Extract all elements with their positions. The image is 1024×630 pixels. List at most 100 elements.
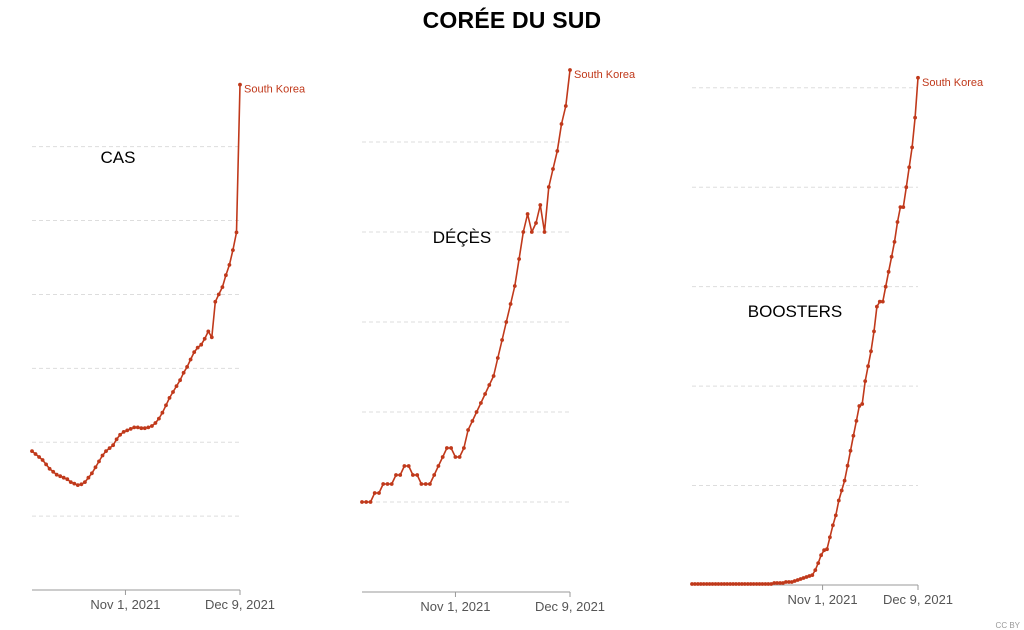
data-point-37 (160, 410, 165, 415)
data-point-45 (188, 357, 193, 362)
data-point-20 (445, 446, 449, 450)
data-point-57 (857, 404, 862, 408)
data-point-59 (863, 379, 868, 383)
data-point-23 (757, 582, 762, 586)
series-label: South Korea (574, 69, 636, 81)
data-point-7 (710, 582, 715, 586)
data-point-9 (398, 473, 403, 477)
data-point-35 (792, 579, 797, 583)
data-point-28 (479, 401, 483, 405)
data-point-18 (93, 465, 98, 470)
data-point-48 (563, 104, 568, 108)
data-point-10 (719, 582, 724, 586)
data-point-70 (895, 220, 900, 224)
data-point-69 (892, 240, 897, 244)
data-point-19 (440, 455, 445, 459)
data-point-50 (836, 498, 841, 503)
data-point-19 (745, 582, 750, 586)
data-point-27 (125, 428, 130, 433)
x-tick-label-1: Dec 9, 2021 (205, 597, 275, 612)
data-point-74 (907, 165, 912, 170)
data-point-10 (402, 464, 407, 468)
data-point-3 (698, 582, 703, 586)
data-point-38 (164, 403, 168, 408)
data-point-6 (707, 582, 712, 586)
data-point-25 (118, 432, 122, 437)
series-label: South Korea (922, 77, 984, 89)
data-point-1 (693, 582, 697, 586)
data-point-55 (851, 433, 856, 438)
series-line-south-korea (692, 77, 919, 585)
data-point-16 (737, 582, 741, 586)
data-point-45 (822, 548, 826, 553)
data-point-66 (883, 284, 888, 289)
data-point-37 (798, 577, 803, 581)
data-point-52 (842, 478, 847, 483)
data-point-11 (68, 480, 73, 484)
data-point-36 (512, 284, 517, 288)
x-tick-label-0: Nov 1, 2021 (788, 592, 858, 607)
chart-deaths: Nov 1, 2021 Dec 9, 2021 South Korea DÉÇÈS (360, 68, 636, 614)
data-point-16 (86, 475, 91, 480)
chart-overlay-label: CAS (101, 148, 136, 167)
data-point-30 (487, 383, 492, 387)
data-point-19 (97, 459, 101, 464)
data-point-61 (869, 349, 873, 354)
data-point-21 (751, 582, 756, 586)
data-point-62 (872, 329, 876, 334)
data-point-38 (521, 230, 526, 234)
data-point-4 (44, 462, 48, 467)
x-tick-label-1: Dec 9, 2021 (883, 592, 953, 607)
data-point-75 (910, 145, 914, 150)
data-point-39 (167, 396, 172, 400)
data-point-43 (816, 561, 821, 565)
data-point-31 (139, 426, 144, 431)
data-point-40 (529, 230, 534, 234)
data-point-42 (538, 203, 543, 207)
data-point-2 (368, 500, 373, 504)
data-point-34 (150, 424, 154, 428)
data-point-23 (457, 455, 462, 459)
data-point-22 (107, 446, 112, 450)
data-point-1 (364, 500, 369, 504)
data-point-39 (804, 575, 809, 579)
data-point-77 (916, 75, 920, 80)
data-point-46 (192, 350, 197, 354)
data-point-13 (415, 473, 420, 477)
data-point-25 (763, 582, 768, 586)
data-point-26 (766, 582, 771, 586)
series-line-south-korea (31, 84, 241, 486)
data-point-24 (462, 446, 466, 450)
data-point-18 (436, 464, 441, 468)
data-point-12 (411, 473, 415, 477)
data-point-38 (801, 576, 806, 580)
data-point-65 (880, 299, 885, 304)
data-point-4 (377, 491, 381, 495)
data-point-28 (772, 581, 777, 585)
data-point-73 (904, 185, 909, 190)
data-point-32 (142, 426, 147, 431)
data-point-5 (47, 466, 52, 471)
data-point-56 (227, 263, 232, 267)
data-point-13 (75, 483, 80, 487)
data-point-56 (854, 419, 859, 423)
data-point-43 (542, 230, 547, 234)
data-point-49 (568, 68, 572, 72)
data-point-76 (913, 115, 917, 120)
data-point-30 (135, 425, 140, 430)
data-point-0 (690, 582, 694, 586)
data-point-44 (546, 185, 551, 189)
data-point-2 (696, 582, 700, 586)
data-point-48 (199, 342, 204, 347)
data-point-34 (504, 320, 509, 324)
data-point-12 (72, 481, 77, 486)
data-point-18 (742, 582, 747, 586)
data-point-46 (555, 149, 560, 153)
data-point-41 (174, 384, 179, 388)
data-point-29 (483, 392, 487, 396)
data-point-22 (754, 582, 759, 586)
data-point-8 (58, 474, 63, 479)
data-point-72 (901, 205, 906, 210)
data-point-32 (495, 356, 500, 360)
